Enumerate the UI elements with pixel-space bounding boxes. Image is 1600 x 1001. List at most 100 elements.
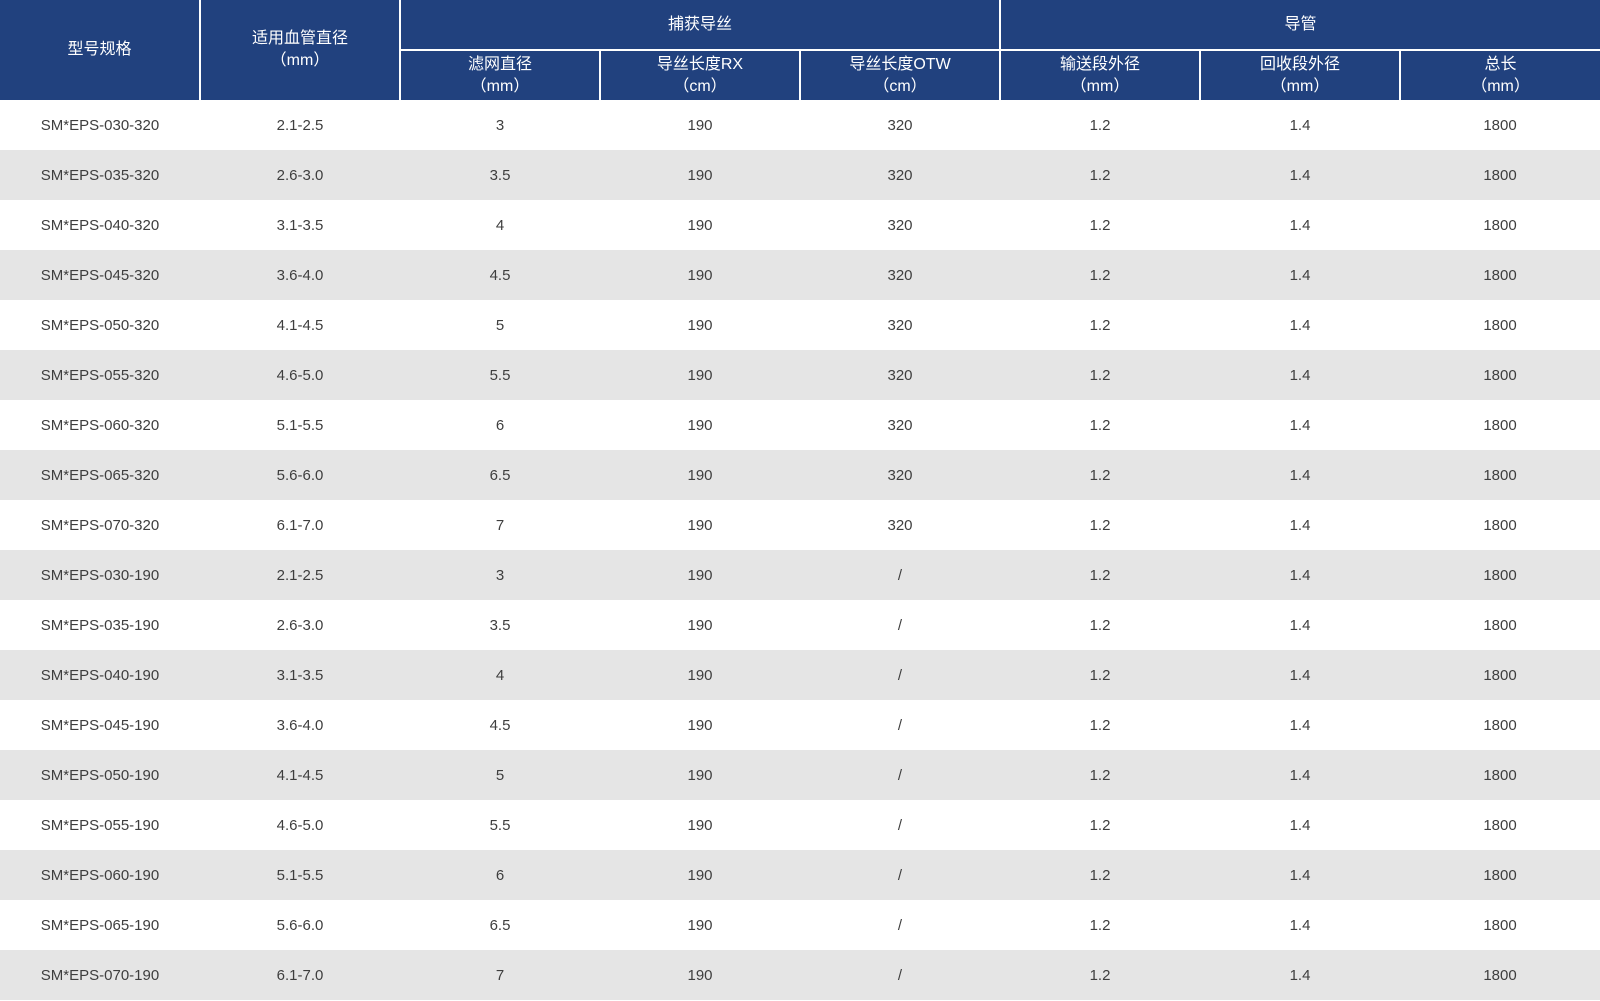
cell: 2.1-2.5 bbox=[200, 550, 400, 600]
cell: 190 bbox=[600, 850, 800, 900]
cell: 1.4 bbox=[1200, 700, 1401, 750]
cell: 4.6-5.0 bbox=[200, 800, 400, 850]
cell: 1.2 bbox=[1000, 900, 1201, 950]
cell: 4.5 bbox=[400, 250, 600, 300]
cell: SM*EPS-065-320 bbox=[0, 450, 200, 500]
cell: 1.2 bbox=[1000, 350, 1201, 400]
cell: 320 bbox=[800, 300, 1001, 350]
table-row: SM*EPS-050-320 4.1-4.5 5 190 320 1.2 1.4 1800 bbox=[0, 300, 1600, 350]
cell: 1.2 bbox=[1000, 150, 1201, 200]
cell: 190 bbox=[600, 600, 800, 650]
header-wire-length-otw-line1: 导丝长度OTW bbox=[849, 55, 951, 73]
header-delivery-section-od: 输送段外径 （mm） bbox=[999, 50, 1201, 100]
cell: 1.4 bbox=[1200, 350, 1401, 400]
cell: SM*EPS-030-190 bbox=[0, 550, 200, 600]
header-vessel-diameter-line2: （mm） bbox=[270, 52, 330, 69]
cell: 2.1-2.5 bbox=[200, 100, 400, 150]
cell: 1.4 bbox=[1200, 850, 1401, 900]
header-retrieval-section-od-line2: （mm） bbox=[1270, 77, 1330, 95]
table-row: SM*EPS-055-320 4.6-5.0 5.5 190 320 1.2 1.4 1800 bbox=[0, 350, 1600, 400]
cell: SM*EPS-045-190 bbox=[0, 700, 200, 750]
cell: 1.4 bbox=[1200, 400, 1401, 450]
table-row: SM*EPS-045-190 3.6-4.0 4.5 190/1.2 1.4 1800 bbox=[0, 700, 1600, 750]
cell: 5.5 bbox=[400, 800, 600, 850]
cell: / bbox=[800, 650, 1001, 700]
cell: 1.4 bbox=[1200, 600, 1401, 650]
cell: SM*EPS-060-320 bbox=[0, 400, 200, 450]
cell: 1.2 bbox=[1000, 400, 1201, 450]
cell: 4.1-4.5 bbox=[200, 750, 400, 800]
cell: 3 bbox=[400, 100, 600, 150]
cell: 1800 bbox=[1400, 300, 1600, 350]
cell: 1800 bbox=[1400, 650, 1600, 700]
header-group-capture-wire: 捕获导丝 bbox=[398, 0, 1001, 51]
cell: 1.4 bbox=[1200, 500, 1401, 550]
cell: 1.2 bbox=[1000, 550, 1201, 600]
cell: 320 bbox=[800, 400, 1001, 450]
header-filter-diameter-line1: 滤网直径 bbox=[467, 55, 532, 73]
table-row: SM*EPS-045-320 3.6-4.0 4.5 190 320 1.2 1.4 1800 bbox=[0, 250, 1600, 300]
table-row: SM*EPS-040-190 3.1-3.5 4 190/1.2 1.4 1800 bbox=[0, 650, 1600, 700]
cell: 5.1-5.5 bbox=[200, 850, 400, 900]
table-row: SM*EPS-030-190 2.1-2.5 3 190/1.2 1.4 1800 bbox=[0, 550, 1600, 600]
cell: 2.6-3.0 bbox=[200, 600, 400, 650]
cell: 1800 bbox=[1400, 200, 1600, 250]
cell: 4.5 bbox=[400, 700, 600, 750]
table-row: SM*EPS-060-190 5.1-5.5 6 190/1.2 1.4 1800 bbox=[0, 850, 1600, 900]
cell: 1800 bbox=[1400, 700, 1600, 750]
table-row: SM*EPS-070-190 6.1-7.0 7 190/1.2 1.4 1800 bbox=[0, 950, 1600, 1000]
cell: 190 bbox=[600, 900, 800, 950]
cell: 1.4 bbox=[1200, 250, 1401, 300]
table-header: 型号规格 适用血管直径 （mm） 捕获导丝 导管 滤网直径 （mm） 导丝长度R… bbox=[0, 0, 1600, 100]
cell: 1.2 bbox=[1000, 600, 1201, 650]
header-wire-length-rx-line2: （cm） bbox=[673, 77, 727, 95]
cell: 1.2 bbox=[1000, 700, 1201, 750]
cell: 6 bbox=[400, 850, 600, 900]
cell: 1800 bbox=[1400, 400, 1600, 450]
cell: 1.2 bbox=[1000, 650, 1201, 700]
cell: 1800 bbox=[1400, 350, 1600, 400]
cell: 190 bbox=[600, 700, 800, 750]
cell: 5 bbox=[400, 300, 600, 350]
cell: 1800 bbox=[1400, 850, 1600, 900]
cell: 1.4 bbox=[1200, 100, 1401, 150]
cell: 190 bbox=[600, 650, 800, 700]
cell: 190 bbox=[600, 250, 800, 300]
cell: 3.1-3.5 bbox=[200, 650, 400, 700]
cell: 1800 bbox=[1400, 950, 1600, 1000]
cell: SM*EPS-060-190 bbox=[0, 850, 200, 900]
cell: / bbox=[800, 950, 1001, 1000]
cell: 1.4 bbox=[1200, 300, 1401, 350]
cell: 190 bbox=[600, 950, 800, 1000]
cell: 3.6-4.0 bbox=[200, 250, 400, 300]
cell: 320 bbox=[800, 250, 1001, 300]
cell: 4.6-5.0 bbox=[200, 350, 400, 400]
cell: 1.4 bbox=[1200, 550, 1401, 600]
cell: SM*EPS-040-190 bbox=[0, 650, 200, 700]
cell: 4.1-4.5 bbox=[200, 300, 400, 350]
cell: 1.4 bbox=[1200, 800, 1401, 850]
cell: 190 bbox=[600, 750, 800, 800]
cell: 190 bbox=[600, 450, 800, 500]
header-wire-length-rx: 导丝长度RX （cm） bbox=[599, 50, 800, 100]
cell: 2.6-3.0 bbox=[200, 150, 400, 200]
cell: 3.1-3.5 bbox=[200, 200, 400, 250]
cell: SM*EPS-055-190 bbox=[0, 800, 200, 850]
header-vessel-diameter: 适用血管直径 （mm） bbox=[199, 0, 400, 100]
header-wire-length-otw: 导丝长度OTW （cm） bbox=[798, 50, 1001, 100]
cell: 320 bbox=[800, 500, 1001, 550]
cell: SM*EPS-040-320 bbox=[0, 200, 200, 250]
cell: 190 bbox=[600, 500, 800, 550]
cell: 1.2 bbox=[1000, 100, 1201, 150]
header-delivery-section-od-line1: 输送段外径 bbox=[1060, 55, 1141, 73]
cell: 1.2 bbox=[1000, 300, 1201, 350]
table-row: SM*EPS-070-320 6.1-7.0 7 190 320 1.2 1.4 1800 bbox=[0, 500, 1600, 550]
cell: 1.4 bbox=[1200, 900, 1401, 950]
cell: 6.1-7.0 bbox=[200, 500, 400, 550]
cell: 1800 bbox=[1400, 900, 1600, 950]
cell: 5 bbox=[400, 750, 600, 800]
cell: 4 bbox=[400, 650, 600, 700]
cell: 190 bbox=[600, 800, 800, 850]
